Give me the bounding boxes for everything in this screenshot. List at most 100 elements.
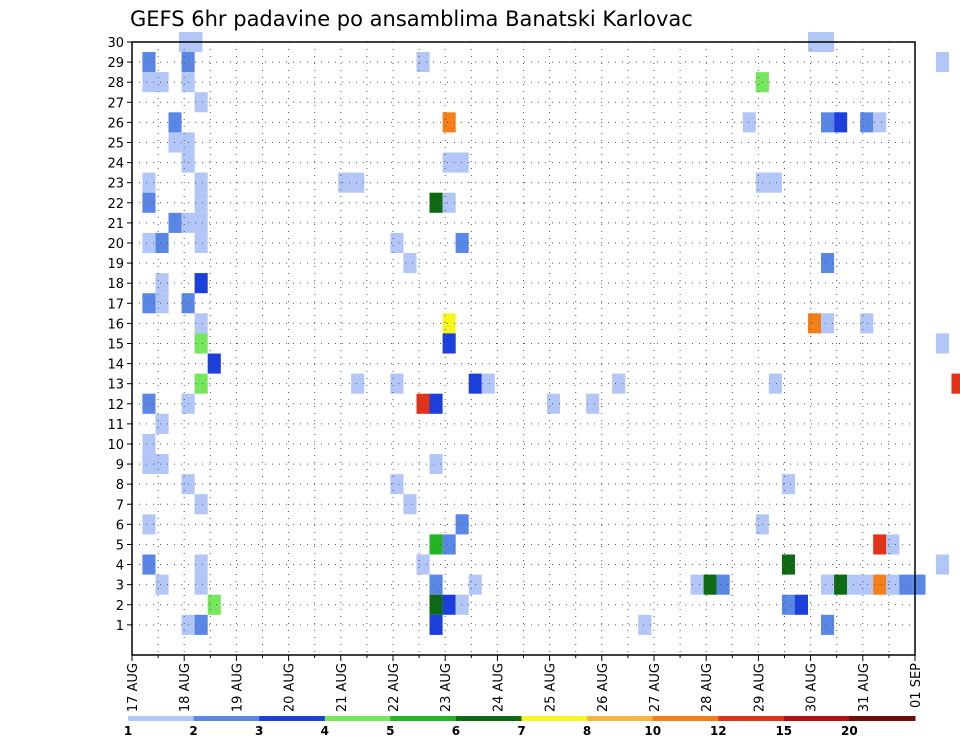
heatmap-cell bbox=[742, 112, 756, 133]
heatmap-cell bbox=[821, 313, 835, 334]
legend-color-swatch bbox=[390, 716, 457, 721]
y-tick-label: 12 bbox=[107, 398, 124, 413]
heatmap-cell bbox=[194, 212, 208, 233]
heatmap-cell bbox=[207, 353, 221, 374]
heatmap-cell bbox=[429, 594, 443, 615]
legend-color-swatch bbox=[652, 716, 719, 721]
x-tick-label: 30 AUG bbox=[805, 663, 820, 712]
heatmap-cell bbox=[429, 393, 443, 414]
heatmap-cell bbox=[442, 192, 456, 213]
heatmap-cell bbox=[390, 474, 404, 495]
legend-color-swatch bbox=[587, 716, 654, 721]
heatmap-cell bbox=[416, 393, 430, 414]
heatmap-cell bbox=[442, 152, 456, 173]
legend-threshold-label: 8 bbox=[583, 724, 591, 738]
x-tick-label: 28 AUG bbox=[700, 663, 715, 712]
heatmap-cell bbox=[142, 454, 156, 475]
heatmap-cell bbox=[821, 112, 835, 133]
heatmap-cell bbox=[416, 554, 430, 575]
heatmap-cell bbox=[390, 373, 404, 394]
y-tick-label: 1 bbox=[116, 619, 124, 634]
chart-title: GEFS 6hr padavine po ansamblima Banatski… bbox=[130, 7, 693, 31]
color-legend: 1 2 3 4 5 6 7 8 10 12 15 20 bbox=[124, 716, 916, 738]
heatmap-cell bbox=[155, 413, 169, 434]
legend-color-swatch bbox=[455, 716, 522, 721]
x-tick-label: 31 AUG bbox=[857, 663, 872, 712]
heatmap-cell bbox=[194, 554, 208, 575]
legend-color-swatch bbox=[193, 716, 260, 721]
legend-threshold-label: 2 bbox=[189, 724, 197, 738]
heatmap-cell bbox=[168, 212, 182, 233]
heatmap-cell bbox=[155, 454, 169, 475]
legend-threshold-label: 15 bbox=[775, 724, 792, 738]
heatmap-cell bbox=[886, 534, 900, 555]
legend-threshold-label: 5 bbox=[386, 724, 394, 738]
legend-color-swatch bbox=[521, 716, 588, 721]
heatmap-cell bbox=[873, 112, 887, 133]
heatmap-cell bbox=[781, 594, 795, 615]
heatmap-cell bbox=[194, 333, 208, 354]
heatmap-cell bbox=[442, 594, 456, 615]
heatmap-cell bbox=[403, 253, 417, 274]
y-tick-label: 25 bbox=[107, 136, 124, 151]
heatmap-cell bbox=[455, 514, 469, 535]
heatmap-cell bbox=[194, 614, 208, 635]
legend-threshold-label: 1 bbox=[124, 724, 132, 738]
heatmap-cell bbox=[547, 393, 561, 414]
legend-color-swatch bbox=[718, 716, 785, 721]
heatmap-cell bbox=[794, 594, 808, 615]
heatmap-cell bbox=[860, 574, 874, 595]
heatmap-cell bbox=[834, 574, 848, 595]
heatmap-cell bbox=[155, 293, 169, 314]
y-tick-label: 15 bbox=[107, 337, 124, 352]
y-tick-label: 7 bbox=[116, 498, 124, 513]
x-tick-label: 19 AUG bbox=[230, 663, 245, 712]
y-tick-label: 9 bbox=[116, 458, 124, 473]
x-tick-label: 20 AUG bbox=[283, 663, 298, 712]
heatmap-cell bbox=[768, 373, 782, 394]
heatmap-cell bbox=[351, 373, 365, 394]
heatmap-cell bbox=[951, 373, 960, 394]
y-tick-label: 24 bbox=[107, 157, 124, 172]
heatmap-cell bbox=[142, 172, 156, 193]
grid-lines bbox=[132, 41, 915, 655]
heatmap-cell bbox=[194, 172, 208, 193]
heatmap-cell bbox=[194, 313, 208, 334]
heatmap-cell bbox=[821, 614, 835, 635]
heatmap-cell bbox=[168, 132, 182, 153]
y-tick-label: 20 bbox=[107, 237, 124, 252]
heatmap-cell bbox=[873, 574, 887, 595]
heatmap-cell bbox=[155, 72, 169, 93]
heatmap-cell bbox=[716, 574, 730, 595]
heatmap-cell bbox=[194, 574, 208, 595]
y-tick-label: 10 bbox=[107, 438, 124, 453]
axes: 1234567891011121314151617181920212223242… bbox=[107, 36, 924, 712]
legend-threshold-label: 4 bbox=[321, 724, 329, 738]
heatmap-cell bbox=[338, 172, 352, 193]
heatmap-cell bbox=[142, 192, 156, 213]
heatmap-cell bbox=[821, 253, 835, 274]
heatmap-cell bbox=[781, 554, 795, 575]
heatmap-cell bbox=[207, 594, 221, 615]
legend-color-swatch bbox=[324, 716, 391, 721]
legend-threshold-label: 10 bbox=[644, 724, 661, 738]
heatmap-cell bbox=[168, 112, 182, 133]
heatmap-cell bbox=[142, 393, 156, 414]
heatmap-cell bbox=[873, 534, 887, 555]
y-tick-label: 23 bbox=[107, 177, 124, 192]
legend-threshold-label: 7 bbox=[517, 724, 525, 738]
heatmap-cells bbox=[142, 32, 960, 635]
y-tick-label: 6 bbox=[116, 518, 124, 533]
y-tick-label: 2 bbox=[116, 599, 124, 614]
heatmap-cell bbox=[638, 614, 652, 635]
heatmap-cell bbox=[155, 232, 169, 253]
y-tick-label: 22 bbox=[107, 197, 124, 212]
heatmap-cell bbox=[142, 232, 156, 253]
x-tick-label: 27 AUG bbox=[648, 663, 663, 712]
heatmap-cell bbox=[455, 152, 469, 173]
heatmap-cell bbox=[935, 52, 949, 73]
y-tick-label: 11 bbox=[107, 418, 124, 433]
heatmap-cell bbox=[142, 293, 156, 314]
heatmap-cell bbox=[899, 574, 913, 595]
